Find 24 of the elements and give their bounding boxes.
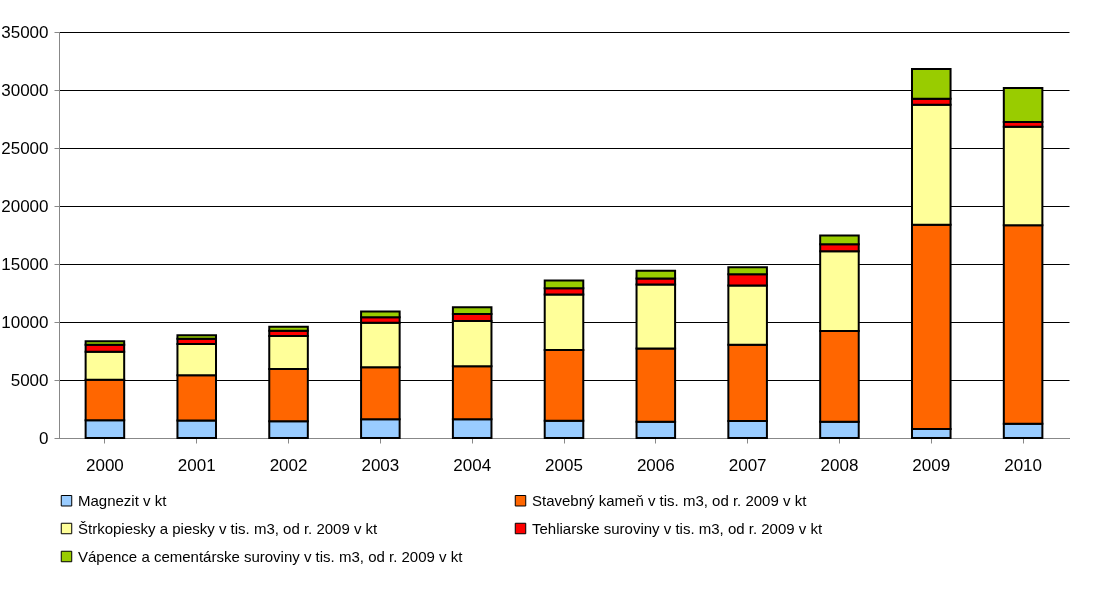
x-tick-label: 2004	[453, 455, 492, 475]
y-tick-label: 20000	[1, 196, 49, 216]
y-tick-label: 30000	[1, 80, 49, 100]
y-tick-label: 35000	[1, 22, 49, 42]
legend-label: Tehliarske suroviny v tis. m3, od r. 2009 v kt	[532, 519, 823, 537]
x-tick-label: 2010	[1004, 455, 1042, 475]
x-tick-label: 2009	[912, 455, 951, 475]
y-tick-label: 5000	[10, 370, 49, 390]
legend-label: Vápence a cementárske suroviny v tis. m3, od r. 2009 v kt	[78, 547, 464, 565]
y-tick-label: 25000	[1, 138, 49, 158]
legend-label: Štrkopiesky a piesky v tis. m3, od r. 2009 v kt	[78, 519, 379, 537]
x-tick-label: 2000	[86, 455, 124, 475]
x-tick-label: 2003	[361, 455, 400, 475]
legend-label: Magnezit v kt	[78, 491, 168, 509]
y-tick-label: 10000	[1, 312, 49, 332]
legend-label: Stavebný kameň v tis. m3, od r. 2009 v kt	[532, 491, 808, 509]
x-tick-label: 2002	[269, 455, 308, 475]
x-tick-label: 2008	[820, 455, 859, 475]
x-tick-label: 2006	[636, 455, 675, 475]
x-tick-label: 2001	[177, 455, 216, 475]
y-tick-label: 15000	[1, 254, 49, 274]
x-tick-label: 2007	[728, 455, 767, 475]
x-tick-label: 2005	[545, 455, 583, 475]
y-tick-label: 0	[39, 428, 49, 448]
